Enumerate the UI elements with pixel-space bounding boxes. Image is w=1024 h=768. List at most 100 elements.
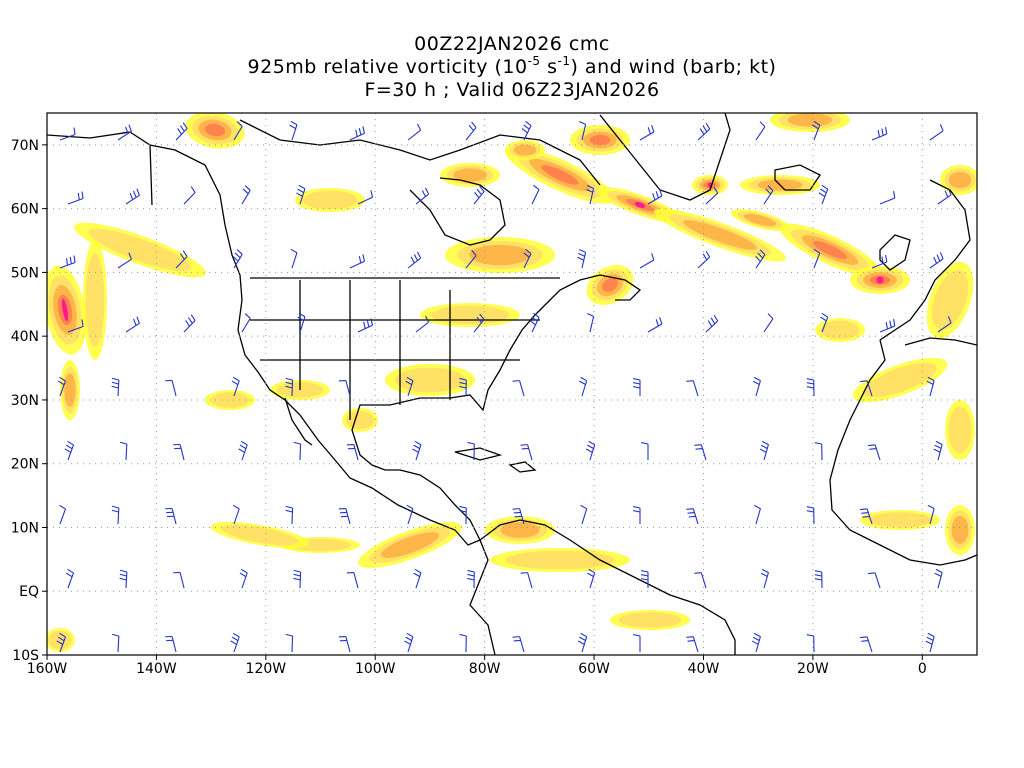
vorticity-contour <box>221 524 299 546</box>
vorticity-contour <box>469 244 531 266</box>
wind-barb <box>125 316 140 333</box>
vorticity-shading <box>47 113 977 652</box>
wind-barb <box>806 634 815 653</box>
vorticity-contour <box>634 202 646 208</box>
wind-barb <box>459 505 467 525</box>
coastline-path <box>284 397 313 446</box>
wind-barb <box>465 121 477 141</box>
wind-barb <box>346 443 359 461</box>
coastline-path <box>879 179 971 341</box>
wind-barb <box>111 505 120 525</box>
wind-barb <box>587 312 595 333</box>
wind-barb <box>407 123 422 141</box>
wind-barb <box>467 441 475 461</box>
wind-barb <box>175 122 188 141</box>
wind-barb <box>413 568 422 589</box>
wind-barb <box>579 376 588 397</box>
wind-barb <box>585 440 596 461</box>
coastline-path <box>351 274 642 541</box>
wind-barb <box>117 124 132 141</box>
wind-barb <box>763 313 774 333</box>
wind-barb <box>404 632 414 653</box>
lon-label: 0 <box>918 661 927 677</box>
wind-barb <box>647 317 663 333</box>
coastline-path <box>479 519 736 655</box>
wind-barb <box>415 187 430 205</box>
wind-barb <box>686 508 699 525</box>
coastline-path <box>508 461 537 473</box>
wind-barb <box>934 568 943 589</box>
wind-barb <box>818 184 829 205</box>
wind-barb <box>349 126 366 141</box>
coastline-path <box>149 144 153 206</box>
wind-barb <box>285 633 294 653</box>
coastline-path <box>409 177 506 246</box>
coastline-path <box>454 447 503 461</box>
lon-label: 20W <box>797 661 829 677</box>
wind-barb <box>297 312 306 333</box>
lat-label: EQ <box>19 584 39 600</box>
wind-barb <box>473 185 485 205</box>
wind-barb <box>57 376 66 397</box>
vorticity-contour <box>302 190 358 210</box>
title-line-3: F=30 h ; Valid 06Z23JAN2026 <box>364 79 660 101</box>
wind-barb <box>531 184 540 205</box>
vorticity-contour <box>431 305 509 325</box>
vorticity-contour <box>394 367 466 393</box>
wind-barb <box>117 252 132 269</box>
wind-barb <box>293 569 302 589</box>
wind-barb <box>338 379 351 397</box>
coastlines <box>47 113 977 655</box>
wind-barb <box>871 127 888 141</box>
wind-barb <box>806 378 815 397</box>
wind-barb <box>879 319 896 333</box>
wind-barb <box>346 571 359 589</box>
wind-barb <box>925 632 935 653</box>
wind-barb <box>860 636 873 653</box>
wind-barb <box>173 443 185 461</box>
wind-barb <box>459 633 467 653</box>
wind-barb <box>407 251 422 269</box>
wind-barb <box>125 188 140 205</box>
wind-barb <box>467 569 475 589</box>
vorticity-contour <box>618 612 682 628</box>
wind-barb <box>806 506 815 525</box>
wind-barb <box>285 505 294 525</box>
wind-barb <box>241 185 251 205</box>
wind-barb <box>406 504 414 525</box>
wind-barb <box>753 504 761 525</box>
wind-barb <box>633 506 641 524</box>
wind-barb <box>233 121 243 141</box>
wind-barb <box>686 380 699 397</box>
wind-barb <box>65 568 74 589</box>
wind-barb <box>290 248 298 269</box>
lat-label: 20N <box>11 457 39 473</box>
wind-barb <box>357 190 374 205</box>
wind-barb <box>67 319 84 333</box>
wind-barb <box>633 634 641 652</box>
wind-barb <box>119 569 128 589</box>
wind-barb <box>927 504 935 525</box>
wind-barb <box>239 568 248 589</box>
lat-label: 10N <box>11 520 39 536</box>
wind-barb <box>871 255 888 269</box>
lon-label: 100W <box>355 661 396 677</box>
wind-barb <box>293 441 302 461</box>
lon-label: 160W <box>27 661 68 677</box>
wind-barb <box>59 255 76 269</box>
wind-barb <box>473 313 485 333</box>
wind-barb <box>577 248 587 269</box>
wind-barb <box>868 572 881 589</box>
wind-barb <box>929 124 944 141</box>
wind-barb <box>523 248 532 269</box>
wind-barb <box>868 444 881 461</box>
vorticity-contour <box>48 630 72 650</box>
wind-barb <box>529 312 540 333</box>
wind-barb <box>285 377 294 397</box>
lon-label: 40W <box>688 661 720 677</box>
wind-barb <box>521 120 532 141</box>
wind-barb <box>820 312 829 333</box>
wind-barb <box>752 376 761 397</box>
wind-barb <box>694 572 707 589</box>
